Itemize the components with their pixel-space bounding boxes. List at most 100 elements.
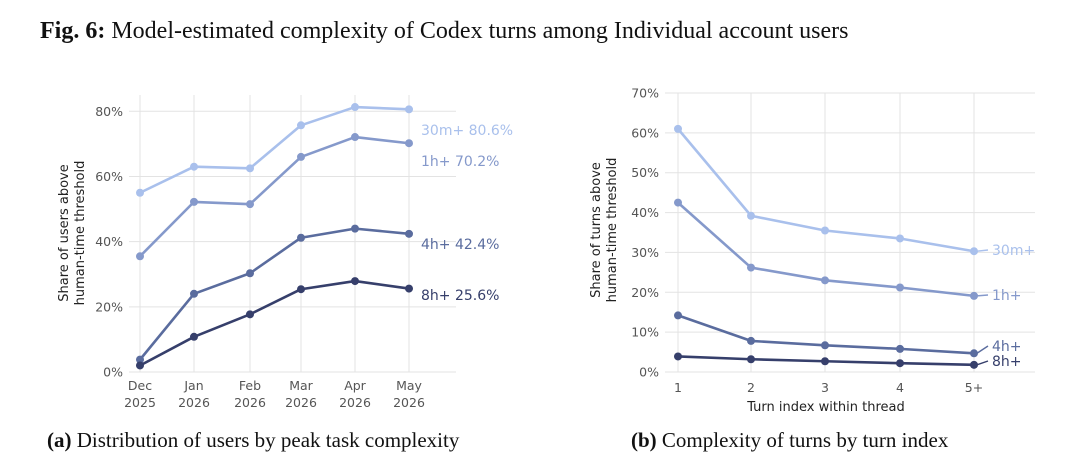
x-tick-label: 3 xyxy=(821,380,829,395)
data-point-4hplus xyxy=(896,344,904,353)
x-tick-label: Jan 2026 xyxy=(178,378,210,410)
y-tick-label: 10% xyxy=(631,325,659,340)
data-point-30mplus xyxy=(351,103,359,112)
data-point-4hplus xyxy=(297,233,305,242)
data-point-30mplus xyxy=(821,226,829,235)
end-label-leader xyxy=(976,345,989,354)
caption-b-text: Complexity of turns by turn index xyxy=(656,428,949,452)
x-tick-label: 4 xyxy=(896,380,904,395)
x-tick-label: Apr 2026 xyxy=(339,378,371,410)
x-tick-label: 5+ xyxy=(965,380,983,395)
data-point-8hplus xyxy=(246,310,254,319)
y-axis-label: Share of turns above xyxy=(589,162,604,298)
data-point-8hplus xyxy=(970,360,978,369)
caption-a-prefix: (a) xyxy=(47,428,72,452)
end-label-leader xyxy=(976,294,989,297)
data-point-1hplus xyxy=(246,200,254,209)
y-tick-label: 50% xyxy=(631,165,659,180)
series-line-4hplus xyxy=(138,227,410,361)
data-point-30mplus xyxy=(747,211,755,220)
series-end-label: 8h+ xyxy=(992,354,1022,370)
caption-a-text: Distribution of users by peak task compl… xyxy=(71,428,460,452)
x-tick-label: Feb 2026 xyxy=(234,378,266,410)
figure-number: Fig. 6: xyxy=(40,18,106,44)
data-point-4hplus xyxy=(674,311,682,320)
data-point-1hplus xyxy=(351,133,359,142)
data-point-1hplus xyxy=(136,252,144,261)
y-tick-label: 30% xyxy=(631,245,659,260)
y-tick-label: 60% xyxy=(631,125,659,140)
x-tick-label: May 2026 xyxy=(393,378,425,410)
x-tick-label: 1 xyxy=(674,380,682,395)
y-tick-label: 60% xyxy=(95,169,123,184)
caption-a: (a) Distribution of users by peak task c… xyxy=(47,428,459,453)
y-tick-label: 70% xyxy=(631,86,659,101)
data-point-1hplus xyxy=(747,263,755,272)
data-point-4hplus xyxy=(970,349,978,358)
x-axis-label: Turn index within thread xyxy=(746,400,905,415)
caption-b-prefix: (b) xyxy=(631,428,657,452)
data-point-1hplus xyxy=(970,291,978,300)
data-point-8hplus xyxy=(297,285,305,294)
data-point-4hplus xyxy=(747,336,755,345)
series-line-8hplus xyxy=(139,279,410,367)
series-line-1hplus xyxy=(139,135,410,258)
data-point-8hplus xyxy=(351,277,359,286)
caption-b: (b) Complexity of turns by turn index xyxy=(631,428,948,453)
data-point-4hplus xyxy=(246,269,254,278)
data-point-1hplus xyxy=(405,139,413,148)
y-tick-label: 0% xyxy=(639,365,659,380)
data-point-30mplus xyxy=(297,121,305,130)
x-tick-label: 2 xyxy=(747,380,755,395)
figure-title-text: Model-estimated complexity of Codex turn… xyxy=(105,18,849,44)
data-point-30mplus xyxy=(405,105,413,114)
data-point-30mplus xyxy=(246,164,254,173)
series-end-label: 8h+ 25.6% xyxy=(421,288,499,304)
y-axis-label: human-time threshold xyxy=(605,158,620,303)
data-point-30mplus xyxy=(190,162,198,171)
figure-title: Fig. 6: Model-estimated complexity of Co… xyxy=(40,18,849,45)
data-point-1hplus xyxy=(821,276,829,285)
series-end-label: 4h+ 42.4% xyxy=(421,237,499,253)
series-line-30mplus xyxy=(139,105,410,194)
data-point-8hplus xyxy=(896,359,904,368)
series-end-label: 1h+ xyxy=(992,288,1022,304)
data-point-1hplus xyxy=(297,152,305,161)
x-tick-label: Mar 2026 xyxy=(285,378,317,410)
data-point-4hplus xyxy=(190,289,198,298)
end-label-leader xyxy=(976,360,989,366)
data-point-1hplus xyxy=(674,198,682,207)
data-point-30mplus xyxy=(674,124,682,133)
series-end-label: 30m+ 80.6% xyxy=(421,123,513,139)
data-point-30mplus xyxy=(896,234,904,243)
end-label-leader xyxy=(976,249,989,252)
data-point-30mplus xyxy=(970,247,978,256)
x-tick-label: Dec 2025 xyxy=(124,378,156,410)
series-end-label: 30m+ xyxy=(992,243,1035,259)
y-tick-label: 40% xyxy=(95,234,123,249)
y-tick-label: 20% xyxy=(631,285,659,300)
data-point-8hplus xyxy=(674,352,682,361)
data-point-8hplus xyxy=(190,332,198,341)
data-point-1hplus xyxy=(896,283,904,292)
y-tick-label: 20% xyxy=(95,299,123,314)
data-point-30mplus xyxy=(136,188,144,197)
data-point-4hplus xyxy=(405,229,413,238)
data-point-8hplus xyxy=(747,355,755,364)
data-point-8hplus xyxy=(405,284,413,293)
series-end-label: 4h+ xyxy=(992,339,1022,355)
data-point-4hplus xyxy=(821,341,829,350)
y-tick-label: 0% xyxy=(103,365,123,380)
data-point-1hplus xyxy=(190,197,198,206)
y-axis-label: Share of users above xyxy=(57,164,72,301)
data-point-4hplus xyxy=(351,224,359,233)
series-end-label: 1h+ 70.2% xyxy=(421,154,499,170)
data-point-8hplus xyxy=(821,357,829,366)
y-tick-label: 80% xyxy=(95,104,123,119)
y-tick-label: 40% xyxy=(631,205,659,220)
data-point-8hplus xyxy=(136,361,144,370)
y-axis-label: human-time threshold xyxy=(73,161,88,306)
data-point-4hplus xyxy=(136,355,144,364)
